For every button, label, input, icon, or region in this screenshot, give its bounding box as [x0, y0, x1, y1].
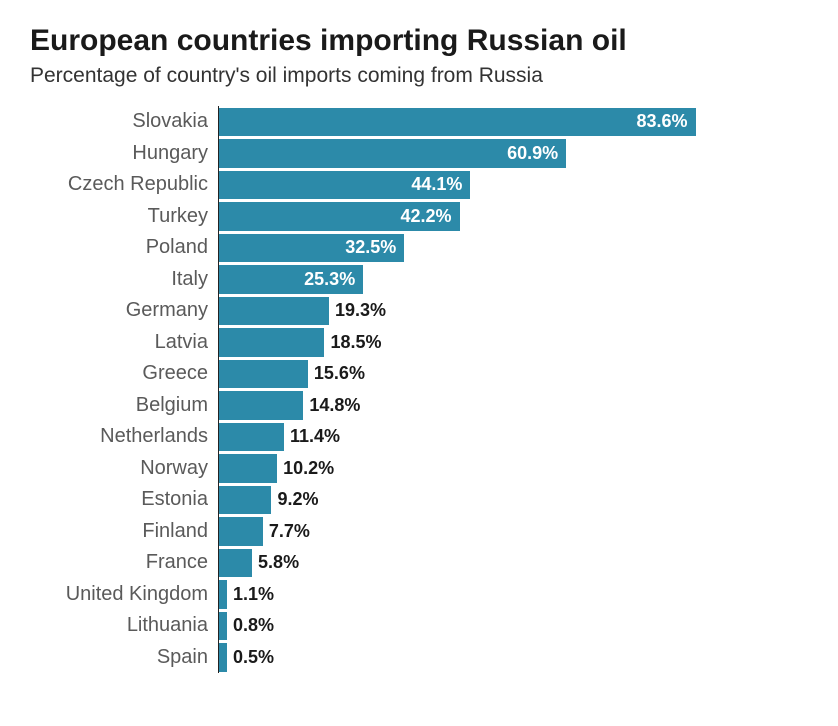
- bar-row: Slovakia 83.6%: [30, 106, 808, 138]
- bar-value: 19.3%: [329, 300, 386, 321]
- bar-row: Czech Republic 44.1%: [30, 169, 808, 201]
- bar: 25.3%: [219, 265, 363, 294]
- chart-title: European countries importing Russian oil: [30, 24, 808, 58]
- country-label: Lithuania: [30, 614, 218, 637]
- bar-row: Germany 19.3%: [30, 295, 808, 327]
- country-label: Spain: [30, 646, 218, 669]
- country-label: Belgium: [30, 394, 218, 417]
- bar-value: 0.5%: [227, 647, 274, 668]
- bar: 42.2%: [219, 202, 460, 231]
- bar: 44.1%: [219, 171, 470, 200]
- bar: [219, 391, 303, 420]
- country-label: Latvia: [30, 331, 218, 354]
- country-label: United Kingdom: [30, 583, 218, 606]
- bar-row: Italy 25.3%: [30, 264, 808, 296]
- bar: [219, 517, 263, 546]
- bar-value: 83.6%: [636, 111, 687, 132]
- country-label: Finland: [30, 520, 218, 543]
- bar-row: Netherlands 11.4%: [30, 421, 808, 453]
- country-label: France: [30, 551, 218, 574]
- country-label: Turkey: [30, 205, 218, 228]
- bar-value: 18.5%: [324, 332, 381, 353]
- bar-chart: Slovakia 83.6% Hungary 60.9% Czech Republic 4…: [30, 106, 808, 673]
- bar-row: Turkey 42.2%: [30, 201, 808, 233]
- bar: [219, 643, 227, 672]
- country-label: Estonia: [30, 488, 218, 511]
- bar-value: 15.6%: [308, 363, 365, 384]
- bar-row: Belgium 14.8%: [30, 390, 808, 422]
- bar-value: 42.2%: [400, 206, 451, 227]
- bar-value: 0.8%: [227, 615, 274, 636]
- bar-value: 10.2%: [277, 458, 334, 479]
- bar-value: 11.4%: [284, 426, 340, 447]
- bar-row: Norway 10.2%: [30, 453, 808, 485]
- bar: 83.6%: [219, 108, 696, 137]
- bar: [219, 549, 252, 578]
- country-label: Germany: [30, 299, 218, 322]
- bar: 60.9%: [219, 139, 566, 168]
- bar-value: 25.3%: [304, 269, 355, 290]
- bar-row: Latvia 18.5%: [30, 327, 808, 359]
- bar: [219, 297, 329, 326]
- country-label: Netherlands: [30, 425, 218, 448]
- bar-row: France 5.8%: [30, 547, 808, 579]
- country-label: Greece: [30, 362, 218, 385]
- bar-row: Hungary 60.9%: [30, 138, 808, 170]
- bar: [219, 423, 284, 452]
- bar-row: Finland 7.7%: [30, 516, 808, 548]
- country-label: Norway: [30, 457, 218, 480]
- country-label: Hungary: [30, 142, 218, 165]
- bar-value: 1.1%: [227, 584, 274, 605]
- bar: [219, 454, 277, 483]
- bar-value: 32.5%: [345, 237, 396, 258]
- bar-value: 7.7%: [263, 521, 310, 542]
- bar: [219, 612, 227, 641]
- bar-value: 14.8%: [303, 395, 360, 416]
- bar: [219, 360, 308, 389]
- bar-row: Spain 0.5%: [30, 642, 808, 674]
- bar-row: Estonia 9.2%: [30, 484, 808, 516]
- bar-row: Greece 15.6%: [30, 358, 808, 390]
- bar: 32.5%: [219, 234, 404, 263]
- bar-value: 60.9%: [507, 143, 558, 164]
- bar-value: 5.8%: [252, 552, 299, 573]
- country-label: Czech Republic: [30, 173, 218, 196]
- country-label: Italy: [30, 268, 218, 291]
- bar-value: 9.2%: [271, 489, 318, 510]
- bar: [219, 580, 227, 609]
- bar-row: Lithuania 0.8%: [30, 610, 808, 642]
- bar: [219, 486, 271, 515]
- country-label: Slovakia: [30, 110, 218, 133]
- bar-value: 44.1%: [411, 174, 462, 195]
- bar: [219, 328, 324, 357]
- bar-row: United Kingdom 1.1%: [30, 579, 808, 611]
- chart-subtitle: Percentage of country's oil imports comi…: [30, 64, 808, 88]
- country-label: Poland: [30, 236, 218, 259]
- bar-row: Poland 32.5%: [30, 232, 808, 264]
